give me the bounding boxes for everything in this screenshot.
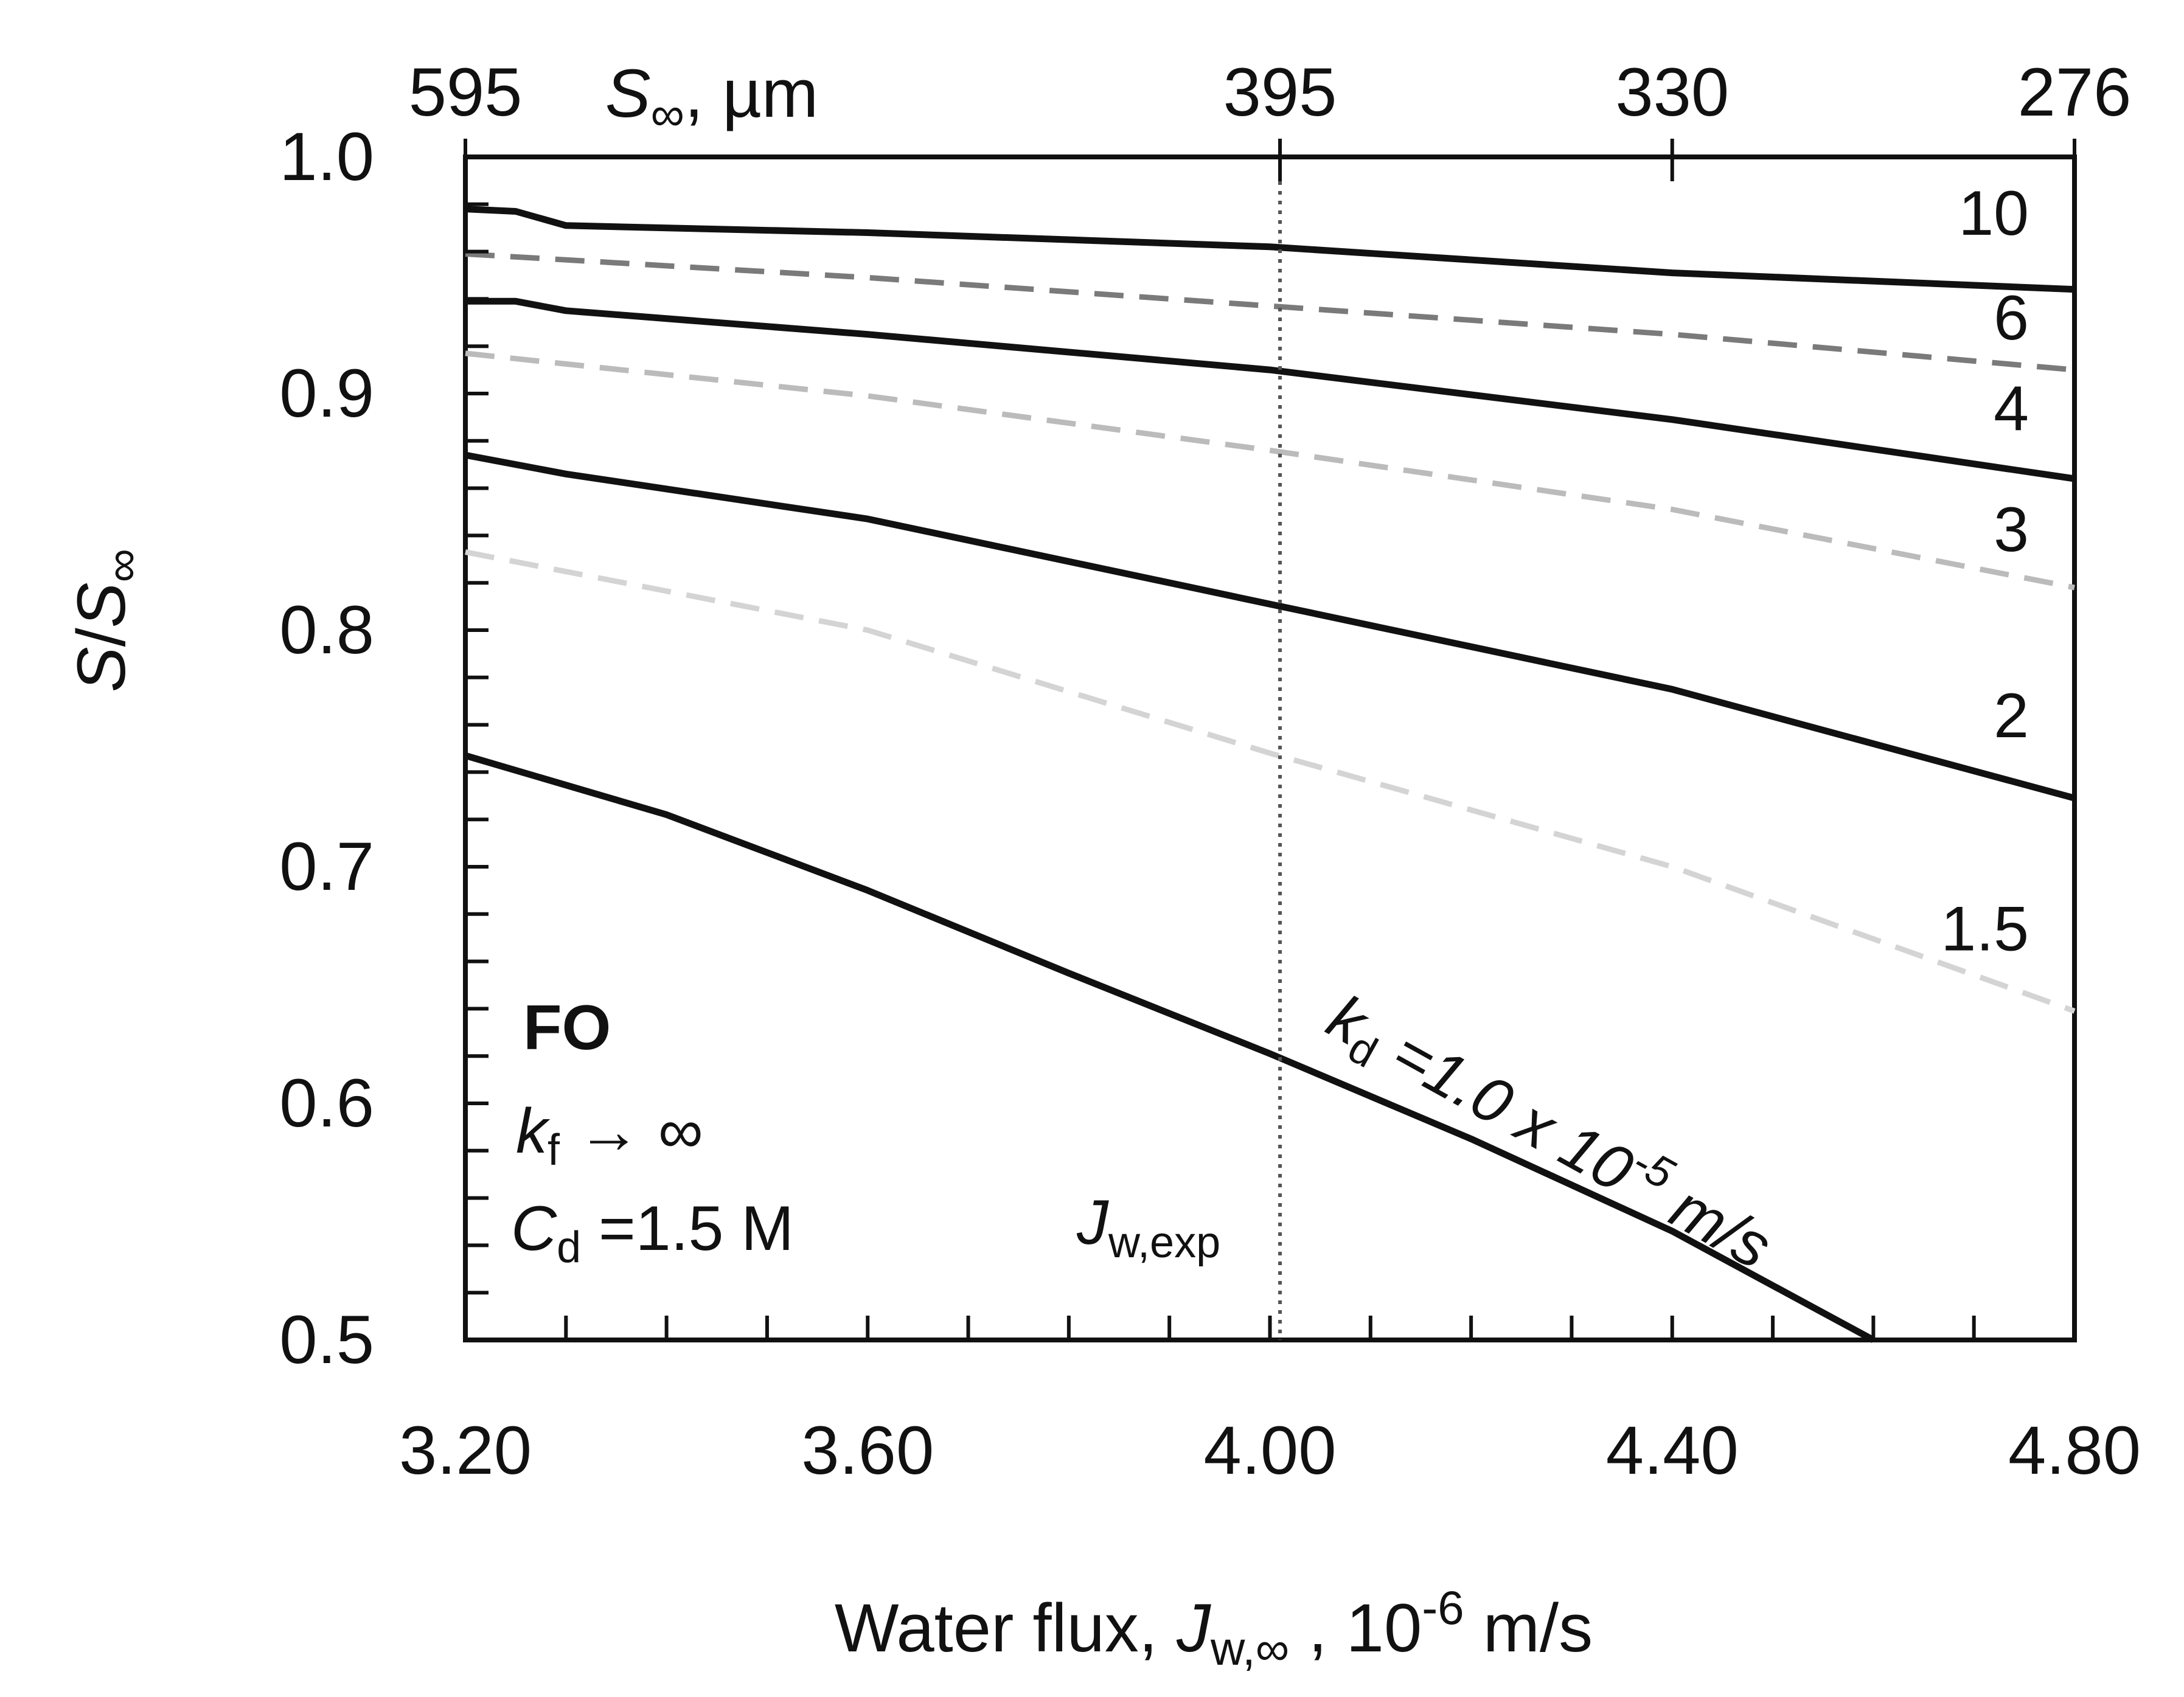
y-tick-label: 1.0 [279, 119, 374, 195]
y-axis-title: S/S∞ [63, 549, 148, 692]
curve-1-5 [465, 549, 2076, 1014]
top-axis-sub: ∞ [651, 87, 685, 141]
cd-var: C [511, 1193, 557, 1264]
y-axis-var2: S [63, 583, 139, 628]
plot-frame [463, 154, 2077, 1342]
x-axis-unit: m/s [1464, 1590, 1593, 1666]
x-axis-var: J [1176, 1590, 1211, 1666]
x-tick-label: 4.80 [2008, 1412, 2141, 1488]
top-axis-title: S∞, µm [605, 55, 818, 141]
curve-label-2: 2 [1994, 681, 2029, 751]
curve-3 [465, 350, 2075, 591]
cd-label: Cd =1.5 M [511, 1193, 794, 1272]
y-tick-label: 0.5 [279, 1302, 374, 1378]
jw-exp-sub: w,exp [1108, 1218, 1220, 1267]
top-tick-label: 395 [1223, 54, 1337, 130]
cd-rest: =1.5 M [581, 1193, 794, 1264]
cd-sub: d [557, 1223, 581, 1272]
y-tick-label: 0.9 [279, 355, 374, 431]
curve-labels-layer: 10 6 4 3 2 1.5 [1941, 178, 2029, 964]
kd-rest: =1.0 x 10 [1365, 1008, 1644, 1206]
kf-var: k [516, 1096, 551, 1167]
x-tick-label: 3.20 [399, 1412, 532, 1488]
y-axis-var: S [63, 647, 139, 692]
ticks-layer [464, 139, 2076, 1340]
top-axis-var: S [605, 55, 651, 131]
curve-label-10: 10 [1958, 178, 2029, 249]
kf-sub: f [548, 1126, 560, 1175]
curves-layer [464, 206, 2076, 1343]
x-tick-label: 3.60 [801, 1412, 934, 1488]
tick-labels-layer: 3.20 3.60 4.00 4.40 4.80 0.5 0.6 0.7 0.8 0.9 1.0 59… [279, 54, 2141, 1488]
x-axis-title: Water flux, Jw,∞ , 10-6 m/s [835, 1581, 1593, 1675]
y-tick-label: 0.6 [279, 1065, 374, 1141]
jw-exp-var: J [1076, 1187, 1109, 1258]
curve-label-4: 4 [1994, 373, 2029, 444]
x-axis-text: Water flux, [835, 1590, 1177, 1666]
top-axis-unit: , µm [684, 55, 818, 131]
kf-label: kf → ∞ [516, 1096, 703, 1175]
mode-label: FO [523, 993, 611, 1063]
x-axis-sub: w,∞ [1210, 1622, 1289, 1675]
curve-label-6: 6 [1994, 283, 2029, 353]
curve-4 [465, 297, 2075, 482]
curve-2 [464, 451, 2076, 802]
curve-1-0 [464, 752, 1876, 1343]
x-tick-label: 4.40 [1606, 1412, 1739, 1488]
kf-rest: → ∞ [560, 1096, 703, 1167]
top-tick-label: 595 [409, 54, 523, 130]
top-tick-label: 276 [2018, 54, 2132, 130]
x-tick-label: 4.00 [1204, 1412, 1337, 1488]
kd-label: kd =1.0 x 10-5 m/s [1313, 974, 1787, 1289]
y-tick-label: 0.8 [279, 592, 374, 668]
top-tick-label: 330 [1615, 54, 1729, 130]
x-axis-tail: , 10 [1289, 1590, 1422, 1666]
x-axis-sup: -6 [1422, 1581, 1464, 1634]
y-axis-sub: ∞ [95, 549, 148, 583]
y-tick-label: 0.7 [279, 828, 374, 904]
jw-exp-label: Jw,exp [1076, 1187, 1220, 1267]
y-axis-slash: / [63, 627, 139, 647]
curve-label-1-5: 1.5 [1941, 894, 2029, 964]
curve-10 [465, 206, 2075, 293]
curve-label-3: 3 [1994, 495, 2029, 565]
curve-6 [465, 251, 2075, 373]
